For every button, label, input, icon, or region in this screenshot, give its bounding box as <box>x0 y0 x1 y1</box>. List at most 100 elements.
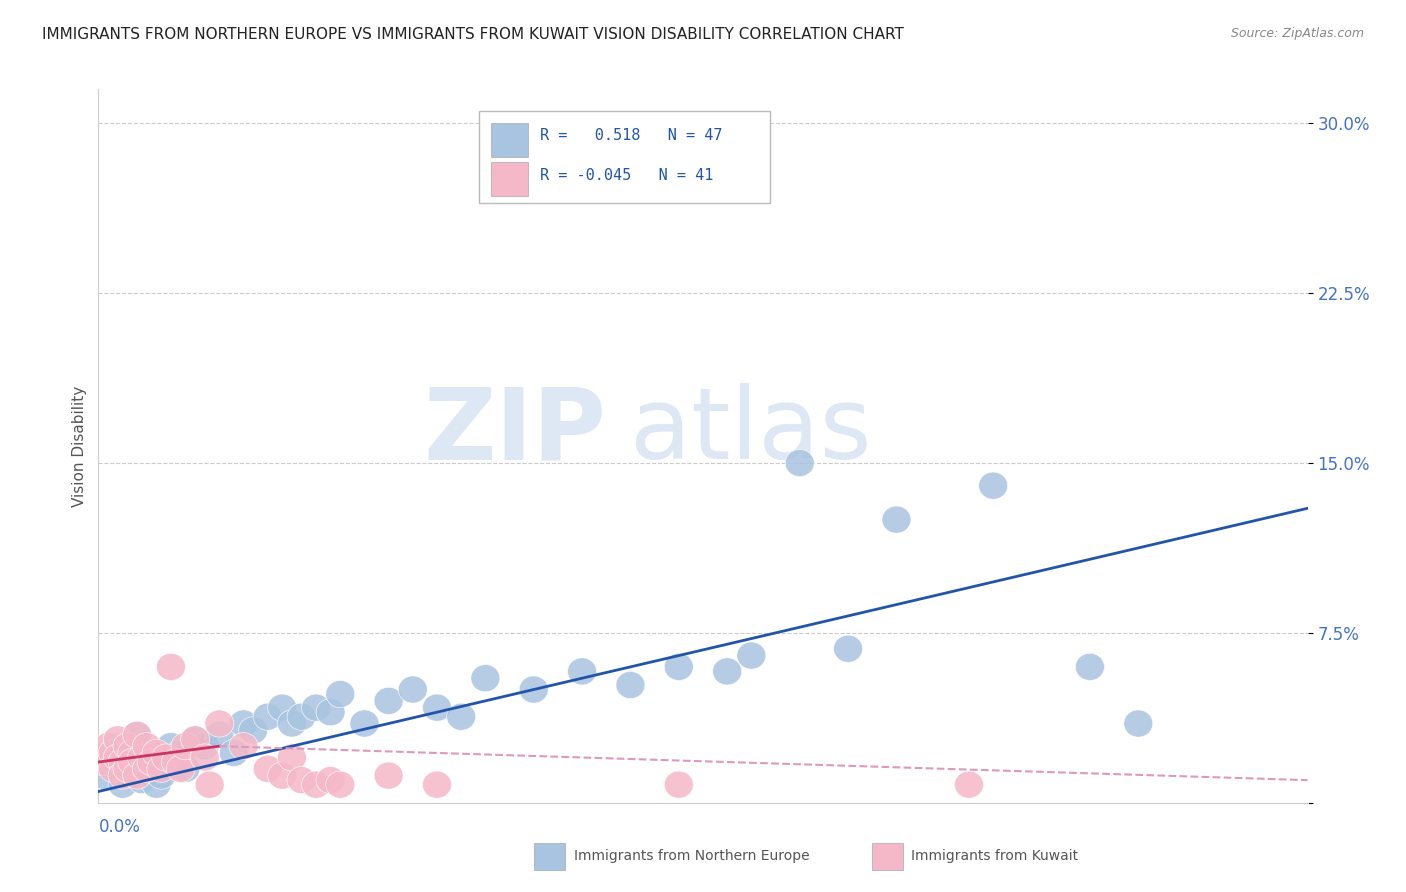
Ellipse shape <box>108 748 138 776</box>
Ellipse shape <box>316 698 344 726</box>
Ellipse shape <box>166 739 195 766</box>
Ellipse shape <box>301 694 330 722</box>
Ellipse shape <box>326 681 354 707</box>
Ellipse shape <box>374 762 404 789</box>
Text: Source: ZipAtlas.com: Source: ZipAtlas.com <box>1230 27 1364 40</box>
Ellipse shape <box>664 653 693 681</box>
Ellipse shape <box>142 739 172 766</box>
Ellipse shape <box>195 771 224 798</box>
Ellipse shape <box>205 722 233 748</box>
Ellipse shape <box>616 672 645 698</box>
Ellipse shape <box>229 710 259 737</box>
Ellipse shape <box>122 762 152 789</box>
Ellipse shape <box>172 756 200 782</box>
Ellipse shape <box>94 732 122 760</box>
Text: Immigrants from Kuwait: Immigrants from Kuwait <box>911 849 1078 863</box>
Ellipse shape <box>1076 653 1105 681</box>
Ellipse shape <box>108 771 138 798</box>
Ellipse shape <box>89 762 118 789</box>
Text: IMMIGRANTS FROM NORTHERN EUROPE VS IMMIGRANTS FROM KUWAIT VISION DISABILITY CORR: IMMIGRANTS FROM NORTHERN EUROPE VS IMMIG… <box>42 27 904 42</box>
Ellipse shape <box>447 703 475 731</box>
Ellipse shape <box>205 710 233 737</box>
Ellipse shape <box>156 732 186 760</box>
Text: atlas: atlas <box>630 384 872 480</box>
Ellipse shape <box>398 676 427 703</box>
Ellipse shape <box>172 732 200 760</box>
Ellipse shape <box>132 744 162 771</box>
Ellipse shape <box>98 748 128 776</box>
Ellipse shape <box>955 771 984 798</box>
FancyBboxPatch shape <box>479 111 769 203</box>
Ellipse shape <box>267 694 297 722</box>
Ellipse shape <box>166 756 195 782</box>
Ellipse shape <box>785 450 814 476</box>
Ellipse shape <box>98 739 128 766</box>
Ellipse shape <box>979 472 1008 500</box>
Ellipse shape <box>108 762 138 789</box>
Text: ZIP: ZIP <box>423 384 606 480</box>
Ellipse shape <box>112 732 142 760</box>
Ellipse shape <box>287 703 316 731</box>
Ellipse shape <box>471 665 501 692</box>
Ellipse shape <box>301 771 330 798</box>
Ellipse shape <box>253 703 283 731</box>
Ellipse shape <box>287 766 316 794</box>
Text: R = -0.045   N = 41: R = -0.045 N = 41 <box>540 168 713 183</box>
Ellipse shape <box>253 756 283 782</box>
Ellipse shape <box>132 732 162 760</box>
Ellipse shape <box>190 732 219 760</box>
Ellipse shape <box>180 726 209 753</box>
Ellipse shape <box>138 748 166 776</box>
Ellipse shape <box>180 726 209 753</box>
Ellipse shape <box>142 771 172 798</box>
Ellipse shape <box>568 657 596 685</box>
Ellipse shape <box>229 732 259 760</box>
Ellipse shape <box>1123 710 1153 737</box>
Ellipse shape <box>118 756 146 782</box>
Ellipse shape <box>128 766 156 794</box>
Ellipse shape <box>239 716 267 744</box>
Y-axis label: Vision Disability: Vision Disability <box>72 385 87 507</box>
Ellipse shape <box>882 506 911 533</box>
Ellipse shape <box>103 744 132 771</box>
Ellipse shape <box>112 739 142 766</box>
Ellipse shape <box>422 694 451 722</box>
Ellipse shape <box>128 744 156 771</box>
Text: Immigrants from Northern Europe: Immigrants from Northern Europe <box>574 849 810 863</box>
Ellipse shape <box>122 722 152 748</box>
Ellipse shape <box>132 756 162 782</box>
Ellipse shape <box>146 756 176 782</box>
Ellipse shape <box>98 756 128 782</box>
Ellipse shape <box>146 762 176 789</box>
Ellipse shape <box>138 748 166 776</box>
FancyBboxPatch shape <box>492 162 527 196</box>
Ellipse shape <box>118 739 146 766</box>
Ellipse shape <box>374 687 404 714</box>
Ellipse shape <box>713 657 742 685</box>
Ellipse shape <box>519 676 548 703</box>
Ellipse shape <box>737 642 766 669</box>
Ellipse shape <box>190 744 219 771</box>
Ellipse shape <box>122 722 152 748</box>
Ellipse shape <box>152 744 180 771</box>
Ellipse shape <box>277 710 307 737</box>
Ellipse shape <box>834 635 863 663</box>
Ellipse shape <box>422 771 451 798</box>
Ellipse shape <box>89 748 118 776</box>
Ellipse shape <box>316 766 344 794</box>
Ellipse shape <box>103 726 132 753</box>
Ellipse shape <box>350 710 380 737</box>
Ellipse shape <box>103 732 132 760</box>
Ellipse shape <box>277 744 307 771</box>
Ellipse shape <box>162 748 190 776</box>
Ellipse shape <box>219 739 249 766</box>
Ellipse shape <box>664 771 693 798</box>
Text: R =   0.518   N = 47: R = 0.518 N = 47 <box>540 128 723 144</box>
Text: 0.0%: 0.0% <box>98 819 141 837</box>
Ellipse shape <box>112 756 142 782</box>
FancyBboxPatch shape <box>492 123 527 157</box>
Ellipse shape <box>156 653 186 681</box>
Ellipse shape <box>162 748 190 776</box>
Ellipse shape <box>267 762 297 789</box>
Ellipse shape <box>326 771 354 798</box>
